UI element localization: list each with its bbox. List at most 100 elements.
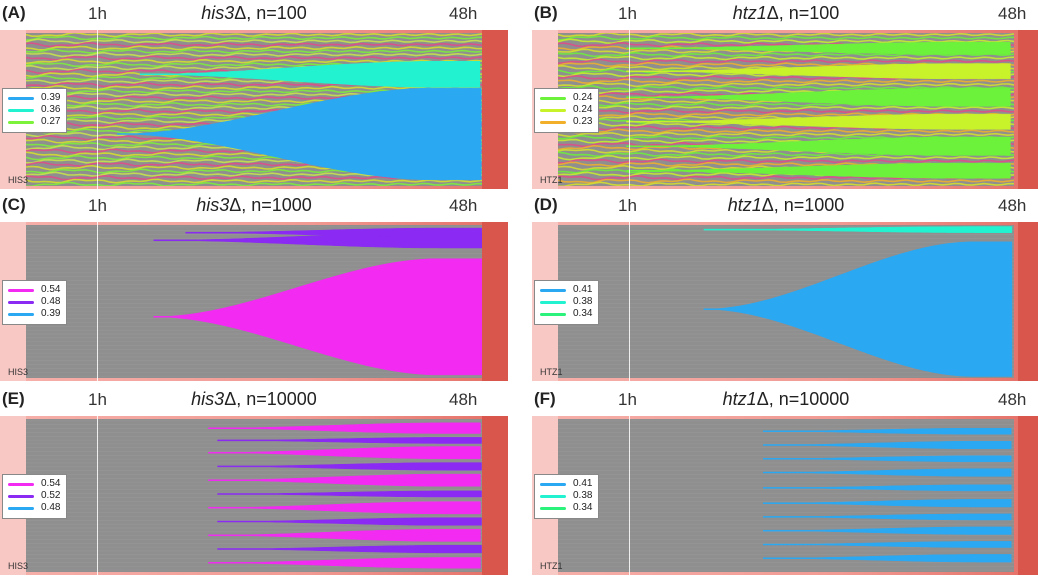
legend-swatch <box>540 313 566 316</box>
panel-letter: (A) <box>2 3 26 22</box>
clone-area <box>626 162 1011 179</box>
lineage-stream <box>558 38 1014 45</box>
lineage-stream <box>26 33 482 38</box>
right-margin <box>482 30 508 189</box>
legend-value: 0.39 <box>41 92 61 103</box>
legend-swatch <box>8 109 34 112</box>
plot-area: 0.24 0.24 0.23 HTZ1 <box>532 30 1038 189</box>
clone-area <box>217 462 482 471</box>
legend-value: 0.27 <box>41 116 61 127</box>
gene-label: HTZ1 <box>540 175 563 185</box>
clone-area <box>762 499 1012 508</box>
gene-label: HTZ1 <box>540 561 563 571</box>
clone-area <box>116 87 482 181</box>
panel-f: 0.41 0.38 0.34 HTZ1 (F) 1h htz1Δ, n=10000 … <box>532 389 1038 575</box>
time-end-label: 48h <box>449 196 478 215</box>
legend: 0.24 0.24 0.23 <box>534 88 599 133</box>
lineage-stream <box>26 48 482 55</box>
time-start-label: 1h <box>618 390 637 409</box>
plot-area: 0.41 0.38 0.34 HTZ1 <box>532 416 1038 575</box>
lineage-stream <box>558 155 1014 161</box>
panel-letter: (B) <box>534 3 558 22</box>
right-margin <box>1018 30 1038 189</box>
title-rest: Δ, n=1000 <box>761 195 845 215</box>
plot-area: 0.39 0.36 0.27 HIS3 <box>0 30 508 189</box>
lineage-stream <box>558 111 1014 118</box>
clone-area <box>626 63 1011 80</box>
lineage-stream <box>26 38 482 45</box>
title-gene: his3 <box>196 195 230 215</box>
lineage-stream <box>558 131 1014 138</box>
clone-area <box>762 513 1012 521</box>
legend: 0.41 0.38 0.34 <box>534 280 599 325</box>
panel-letter: (D) <box>534 195 558 214</box>
chart-title: htz1Δ, n=1000 <box>532 195 1038 216</box>
legend-value: 0.34 <box>573 308 593 319</box>
lineage-stream <box>558 181 1014 186</box>
title-gene: htz1 <box>732 3 767 23</box>
clone-area <box>626 113 1011 130</box>
clone-area <box>626 41 1011 55</box>
legend-value: 0.24 <box>573 104 593 115</box>
clone-area <box>153 258 482 376</box>
time-start-label: 1h <box>618 196 637 215</box>
lineage-stream <box>558 55 1014 61</box>
clone-area <box>208 528 481 542</box>
clone-area <box>185 227 482 238</box>
time-marker-line <box>629 222 630 381</box>
legend-swatch <box>8 313 34 316</box>
time-end-label: 48h <box>449 390 478 409</box>
legend-swatch <box>8 301 34 304</box>
panel-d: 0.41 0.38 0.34 HTZ1 (D) 1h htz1Δ, n=1000 4… <box>532 195 1038 381</box>
panel-b: 0.24 0.24 0.23 HTZ1 (B) 1h htz1Δ, n=100 48… <box>532 3 1038 189</box>
clone-area <box>762 484 1012 492</box>
legend-value: 0.39 <box>41 308 61 319</box>
lineage-stream <box>26 85 482 91</box>
time-marker-line <box>629 416 630 575</box>
clone-area <box>762 554 1012 563</box>
clone-area <box>762 526 1012 535</box>
clone-area <box>208 446 481 460</box>
fish-plot <box>558 419 1014 572</box>
legend-value: 0.41 <box>573 478 593 489</box>
legend-value: 0.41 <box>573 284 593 295</box>
lineage-stream <box>26 42 482 48</box>
legend: 0.54 0.48 0.39 <box>2 280 67 325</box>
title-rest: Δ, n=100 <box>234 3 307 23</box>
right-margin <box>482 222 508 381</box>
fish-plot <box>558 33 1014 186</box>
legend-swatch <box>540 109 566 112</box>
time-marker-line <box>629 30 630 189</box>
time-end-label: 48h <box>998 4 1027 23</box>
lineage-stream <box>26 55 482 61</box>
title-gene: his3 <box>191 389 225 409</box>
clone-area <box>208 501 481 515</box>
time-marker-line <box>97 222 98 381</box>
fish-plot <box>26 225 482 378</box>
clone-area <box>762 468 1012 477</box>
legend-value: 0.34 <box>573 502 593 513</box>
clone-area <box>217 517 482 526</box>
legend-value: 0.48 <box>41 296 61 307</box>
lineage-stream <box>558 105 1014 111</box>
legend-value: 0.48 <box>41 502 61 513</box>
clone-area <box>703 241 1013 377</box>
fish-plot <box>558 225 1014 378</box>
time-start-label: 1h <box>88 196 107 215</box>
lineage-stream <box>558 178 1014 184</box>
time-start-label: 1h <box>618 4 637 23</box>
lineage-stream <box>558 158 1014 164</box>
legend-swatch <box>540 495 566 498</box>
title-rest: Δ, n=10000 <box>756 389 850 409</box>
fish-plot <box>26 419 482 572</box>
lineage-stream <box>558 108 1014 114</box>
panel-c: 0.54 0.48 0.39 HIS3 (C) 1h his3Δ, n=1000 4… <box>0 195 508 381</box>
clone-area <box>762 440 1012 450</box>
legend-swatch <box>8 97 34 100</box>
title-rest: Δ, n=100 <box>766 3 840 23</box>
time-start-label: 1h <box>88 390 107 409</box>
lineage-stream <box>26 35 482 41</box>
lineage-stream <box>26 51 482 58</box>
clone-area <box>217 544 482 554</box>
time-start-label: 1h <box>88 4 107 23</box>
